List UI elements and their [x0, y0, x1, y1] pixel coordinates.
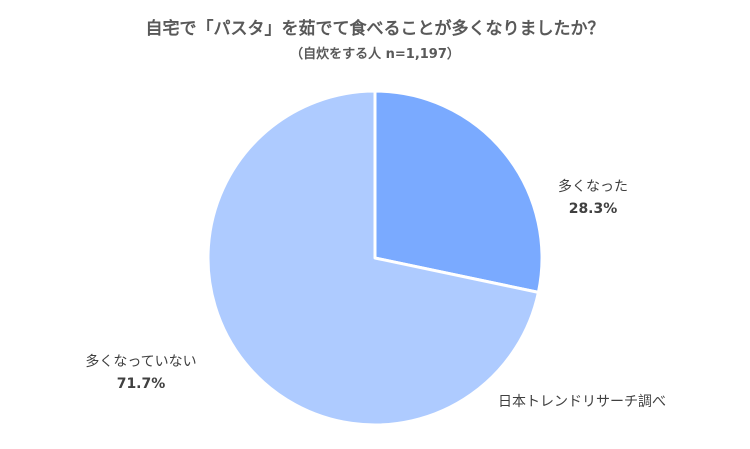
slice-label-increased-name: 多くなった [558, 179, 628, 195]
slice-label-increased-value: 28.3% [568, 201, 618, 217]
chart-subtitle: （自炊をする人 n=1,197） [290, 47, 460, 62]
pie-slice-increased [373, 89, 544, 294]
slice-label-not-increased-value: 71.7% [116, 376, 166, 392]
source-note: 日本トレンドリサーチ調べ [498, 394, 666, 410]
slice-label-not-increased-name: 多くなっていない [85, 354, 197, 370]
chart-title: 自宅で「パスタ」を茹でて食べることが多くなりましたか？ [145, 19, 605, 39]
slice-label-increased: 多くなった 28.3% [548, 176, 638, 220]
slice-label-not-increased: 多くなっていない 71.7% [76, 351, 206, 395]
pie-slice-not-increased [206, 89, 540, 427]
